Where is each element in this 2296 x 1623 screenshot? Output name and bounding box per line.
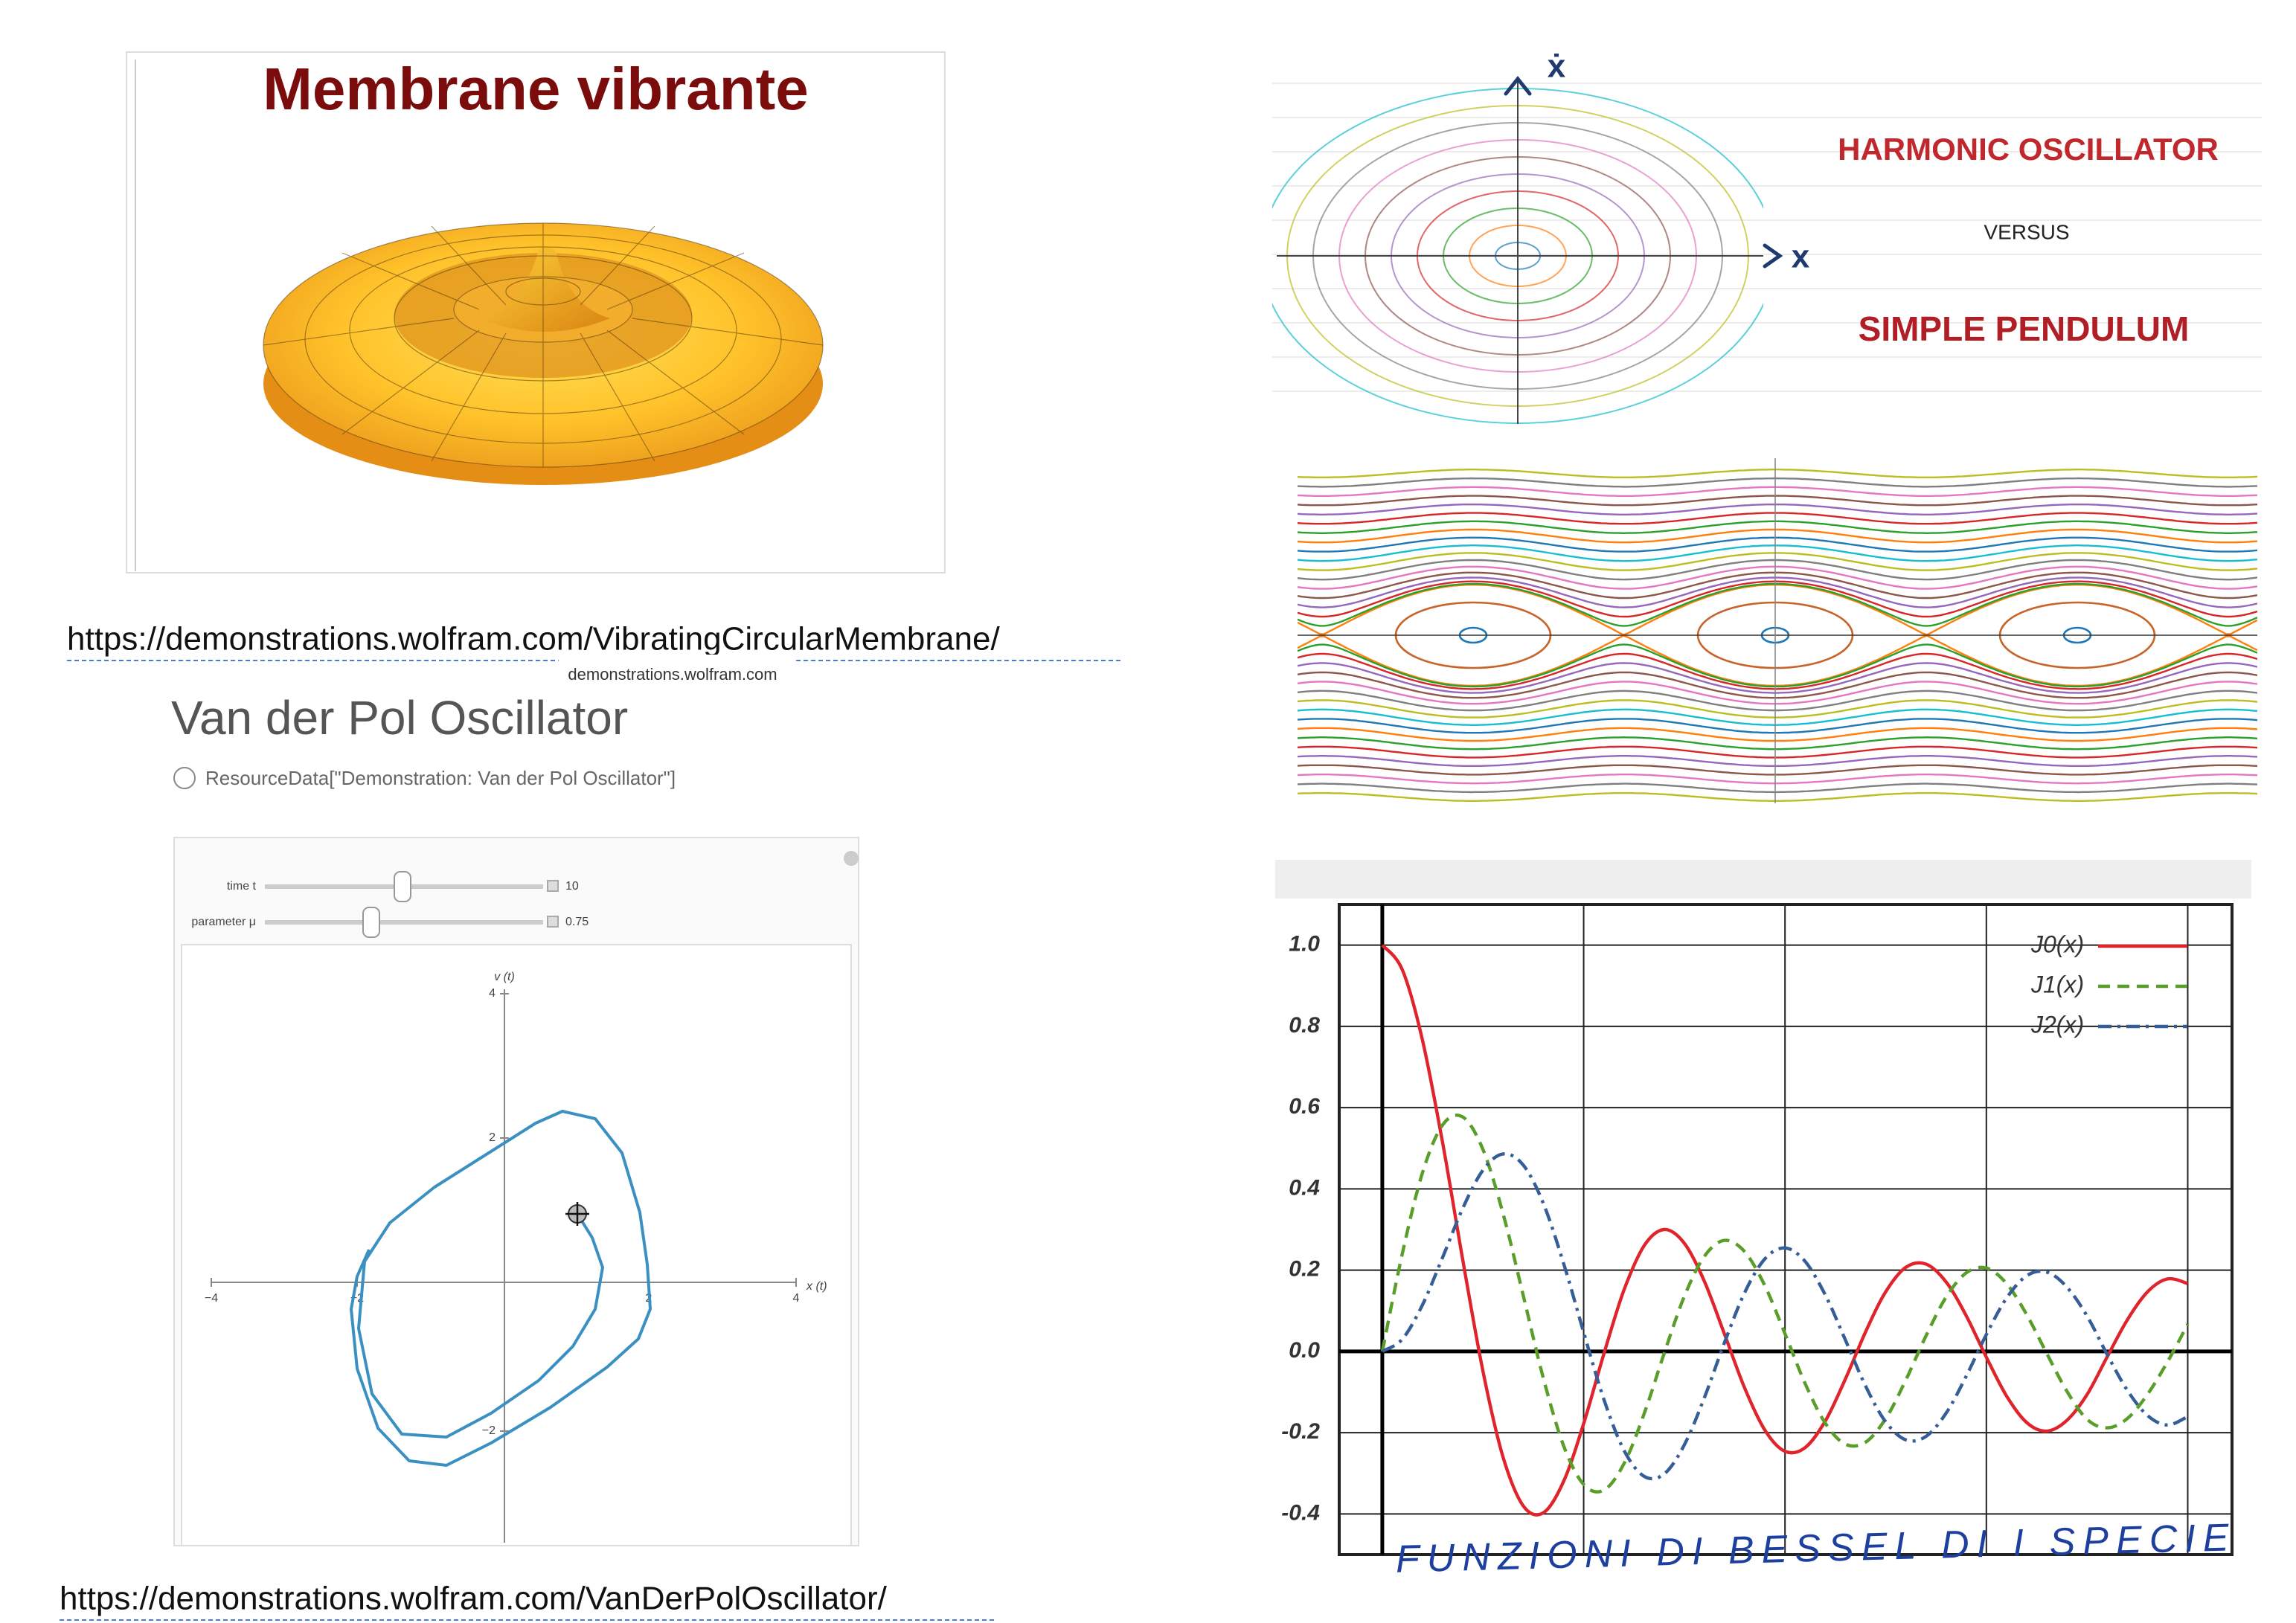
connector: VERSUS — [1984, 220, 2069, 243]
link[interactable]: https://demonstrations.wolfram.com/VanDe… — [60, 1581, 888, 1617]
tooltip — [558, 655, 796, 687]
plot-frame — [181, 944, 852, 1546]
rotation-orbit — [1298, 486, 2257, 497]
rotation-orbit — [1298, 736, 2257, 751]
rotation-orbit — [1298, 580, 2257, 618]
y-tick-label: 0.2 — [1289, 1257, 1320, 1282]
slider-thumb[interactable] — [362, 907, 380, 938]
axis-arrows — [1504, 75, 1783, 269]
rotation-orbit — [1298, 718, 2257, 734]
series-line — [1381, 1152, 2189, 1481]
x-axis-label: x — [1792, 239, 1810, 275]
membrane-panel: Membrane vibrante — [126, 51, 946, 573]
rotation-orbit — [1298, 643, 2257, 688]
pendulum-panel — [1298, 458, 2257, 803]
y-tick-label: 0.0 — [1289, 1338, 1320, 1363]
van-der-pol-panel: demonstrations.wolfram.com Van der Pol O… — [171, 655, 859, 1546]
title: HARMONIC OSCILLATOR — [1838, 132, 2219, 167]
y-axis-label: v (t) — [494, 971, 515, 983]
membrane-mesh — [263, 222, 824, 468]
source: ResourceData["Demonstration: Van der Pol… — [205, 767, 676, 789]
header-band — [1275, 860, 2251, 899]
legend-label: J2(x) — [2030, 1011, 2084, 1038]
demo-plus[interactable] — [844, 851, 859, 866]
x-axis-label: x (t) — [806, 1280, 827, 1293]
trajectory — [350, 1110, 652, 1467]
rotation-orbit — [1298, 699, 2257, 719]
rotation-orbit — [1298, 469, 2257, 478]
rotation-orbit — [1298, 552, 2257, 571]
link[interactable]: https://demonstrations.wolfram.com/Vibra… — [67, 621, 1000, 658]
rotation-orbit — [1298, 773, 2257, 785]
bessel-chart: -0.4 -0.2 0.0 0.2 0.4 0.6 0.8 1.0 J0(x) J1(x) J2(x… — [1281, 903, 2234, 1556]
rotation-orbit — [1298, 520, 2257, 535]
y-tick-label: -0.4 — [1281, 1500, 1320, 1525]
rotation-orbit — [1298, 536, 2257, 553]
y-tick-label: -0.2 — [1281, 1419, 1320, 1444]
y-tick-label: 1.0 — [1289, 932, 1320, 957]
rotation-orbit — [1298, 544, 2257, 562]
source-icon — [173, 767, 196, 789]
y-tick-label: 0.4 — [1289, 1175, 1320, 1200]
x-tick-label: −4 — [205, 1292, 218, 1305]
harmonic-panel: ẋ x HARMONIC OSCILLATOR VERSUS SIMPLE PE… — [1272, 48, 2262, 424]
rotation-orbit — [1298, 791, 2257, 803]
slider-thumb[interactable] — [394, 871, 411, 902]
y-tick-label: −2 — [482, 1424, 496, 1437]
control-value: 0.75 — [565, 916, 589, 928]
y-tick-label: 4 — [489, 987, 496, 1000]
membrane-title: Membrane vibrante — [263, 56, 809, 122]
rotation-orbit — [1298, 528, 2257, 544]
rotation-orbit — [1298, 708, 2257, 727]
y-axis-label: ẋ — [1548, 48, 1566, 85]
slider-button[interactable] — [547, 916, 559, 928]
control-value: 10 — [565, 880, 579, 893]
rotation-orbit — [1298, 745, 2257, 759]
rotation-orbit — [1298, 671, 2257, 699]
rotation-orbit — [1298, 764, 2257, 776]
rotation-orbit — [1298, 571, 2257, 600]
y-tick-label: 0.6 — [1289, 1094, 1320, 1119]
y-tick-label: 0.8 — [1289, 1013, 1320, 1038]
slider-button[interactable] — [547, 880, 559, 892]
rotation-orbit — [1298, 559, 2257, 581]
rotation-orbit — [1298, 495, 2257, 507]
rotation-orbit — [1298, 690, 2257, 712]
rotation-orbit — [1298, 477, 2257, 488]
rotation-orbit — [1298, 576, 2257, 608]
demo-title: Van der Pol Oscillator — [171, 691, 628, 745]
rotation-orbit — [1298, 565, 2257, 590]
y-tick-label: 2 — [489, 1131, 496, 1144]
rotation-orbit — [1298, 662, 2257, 694]
rotation-orbit — [1298, 652, 2257, 690]
ruled-lines — [1272, 83, 2262, 392]
legend-label: J0(x) — [2030, 931, 2084, 957]
subtitle: SIMPLE PENDULUM — [1859, 309, 2190, 348]
x-tick-label: 4 — [793, 1292, 800, 1305]
rotation-orbit — [1298, 681, 2257, 705]
membrane-peak — [479, 246, 610, 332]
series-line — [1381, 944, 2189, 1517]
rotation-orbit — [1298, 755, 2257, 768]
legend-label: J1(x) — [2030, 971, 2084, 997]
rotation-orbit — [1298, 727, 2257, 742]
control-label: parameter μ — [191, 916, 256, 928]
rotation-orbit — [1298, 512, 2257, 525]
tooltip-text: demonstrations.wolfram.com — [568, 665, 777, 684]
rotation-orbit — [1298, 582, 2257, 627]
rotation-orbit — [1298, 782, 2257, 794]
marker-cross — [565, 1202, 589, 1226]
rotation-orbit — [1298, 504, 2257, 515]
control-label: time t — [227, 880, 257, 893]
